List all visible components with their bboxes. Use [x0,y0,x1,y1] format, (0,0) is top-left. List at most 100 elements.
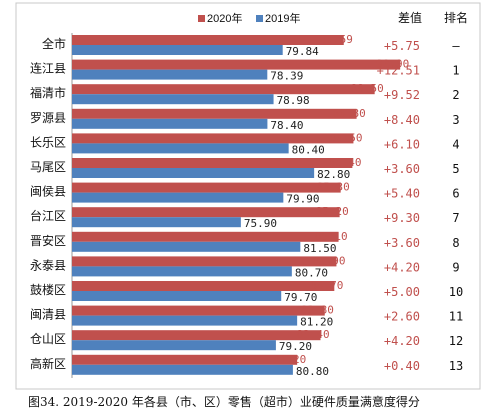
value-label-2020: 85.10 [315,230,348,243]
legend-label-2019: 2019年 [265,11,300,25]
value-label-2019: 78.40 [270,119,303,132]
value-label-2020: 85.30 [317,181,350,194]
value-label-2020: 86.40 [328,156,361,169]
value-label-2019: 79.90 [286,193,319,206]
diff-value: +5.75 [384,39,420,53]
bar-2019 [72,364,293,375]
category-label: 长乐区 [30,135,66,149]
rank-value: 12 [449,334,463,348]
value-label-2020: 83.80 [301,304,334,317]
legend: 2020年 2019年 [198,11,300,25]
bar-2020 [72,84,375,95]
bar-2019 [72,266,292,277]
category-label: 福清市 [30,85,66,100]
rank-value: 10 [449,285,463,299]
value-label-2019: 81.50 [303,242,336,255]
value-label-2020: 81.20 [273,353,306,366]
category-label: 仓山区 [30,332,66,346]
category-label: 闽清县 [30,308,66,322]
bar-2019 [72,94,274,105]
rank-value: 3 [452,113,459,127]
value-label-2020: 84.90 [312,254,345,267]
bar-2020 [72,330,321,341]
category-label: 罗源县 [30,111,66,125]
rank-value: 8 [452,236,459,250]
bar-2020 [72,207,340,218]
bar-2020 [72,281,335,291]
value-label-2019: 79.20 [279,340,312,353]
diff-value: +12.51 [377,64,420,78]
diff-value: +5.00 [384,285,420,299]
bar-2019 [72,217,241,228]
bar-2019 [72,192,284,203]
diff-value: +2.60 [384,310,420,324]
value-label-2020: 86.80 [333,107,366,120]
value-label-2019: 81.20 [300,316,333,329]
value-label-2019: 80.70 [295,266,328,279]
bar-2020 [72,35,344,45]
value-label-2019: 80.80 [296,365,329,378]
value-label-2020: 85.59 [320,33,353,46]
rank-value: 2 [452,88,459,102]
value-label-2020: 88.50 [351,82,384,95]
rank-value: 1 [452,64,459,78]
category-label: 闽侯县 [30,185,66,199]
value-label-2020: 90.90 [376,58,409,71]
rank-value: 6 [452,187,459,201]
bar-2019 [72,168,315,178]
category-label: 鼓楼区 [30,282,66,297]
rank-value: 7 [452,211,459,225]
value-label-2019: 78.39 [270,70,303,83]
value-label-2020: 84.70 [310,279,343,292]
diff-header: 差值 [398,10,422,25]
legend-swatch-2019 [256,15,263,22]
diff-value: +6.10 [384,137,420,151]
legend-label-2020: 2020年 [207,11,242,25]
bar-2019 [72,118,268,129]
bar-2019 [72,340,276,351]
value-label-2019: 82.80 [317,168,350,181]
value-label-2020: 83.40 [297,328,330,341]
category-label: 高新区 [30,356,66,371]
rank-value: 11 [449,310,463,324]
value-label-2020: 85.20 [316,205,349,218]
bar-2020 [72,231,339,242]
category-label: 连江县 [30,61,66,76]
bar-2019 [72,291,282,301]
legend-swatch-2020 [198,15,205,22]
bar-2019 [72,315,298,326]
chart-frame [15,2,481,390]
diff-value: +5.40 [384,187,420,201]
value-label-2019: 75.90 [244,217,277,230]
diff-value: +0.40 [384,359,420,373]
bar-2020 [72,59,401,70]
value-label-2019: 79.70 [284,291,317,304]
bar-2020 [72,182,341,193]
category-label: 台江区 [30,208,66,223]
category-label: 全市 [42,36,66,51]
rank-value: 13 [449,359,463,373]
bar-2020 [72,133,354,144]
rank-value: 5 [452,162,459,176]
value-label-2019: 80.40 [292,143,325,156]
value-label-2019: 78.98 [277,94,310,107]
value-label-2019: 79.84 [286,45,319,58]
bar-2020 [72,158,353,168]
category-label: 马尾区 [30,160,66,174]
bar-2020 [72,256,337,267]
diff-value: +8.40 [384,113,420,127]
category-label: 永泰县 [30,258,66,272]
bar-2019 [72,143,289,154]
diff-value: +4.20 [384,260,420,274]
bar-2020 [72,354,298,365]
diff-value: +3.60 [384,236,420,250]
bar-2020 [72,305,325,316]
diff-value: +9.30 [384,211,420,225]
rank-value: 4 [452,137,459,151]
category-label: 晋安区 [30,233,66,248]
bar-2019 [72,69,268,80]
value-label-2020: 86.50 [329,131,362,144]
rank-header: 排名 [444,10,468,25]
bar-2019 [72,45,283,55]
